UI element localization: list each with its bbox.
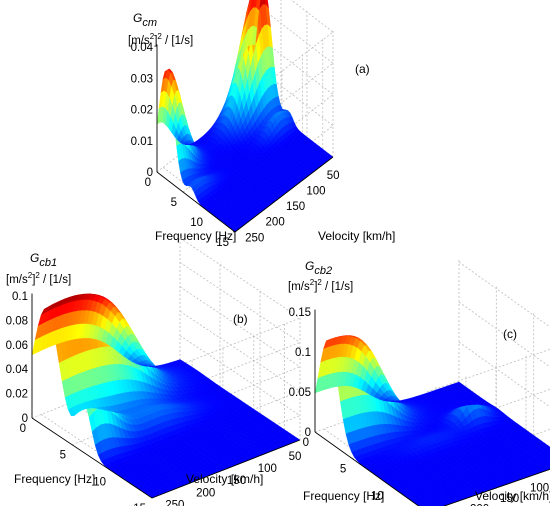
y-axis-label: Velocity [km/h] <box>475 489 550 503</box>
axes <box>156 44 334 233</box>
x-axis-label: Frequency [Hz] <box>303 489 384 503</box>
panel-label: (b) <box>233 312 248 326</box>
y-tick-label: 50 <box>327 170 340 182</box>
x-tick-label: 10 <box>371 490 384 502</box>
z-axis-unit: [m/s2]2 / [1/s] <box>6 271 71 286</box>
z-tick-label: 0.06 <box>6 340 28 352</box>
x-tick-label: 5 <box>60 450 66 462</box>
y-tick-label: 200 <box>196 487 215 499</box>
y-tick-label: 150 <box>286 201 305 213</box>
z-tick-label: 0.04 <box>6 364 29 376</box>
z-tick-label: 0.01 <box>131 136 153 148</box>
z-tick-label: 0 <box>147 167 153 179</box>
y-tick-label: 200 <box>470 503 489 506</box>
y-tick-label: 200 <box>266 217 285 229</box>
z-tick-label: 0.15 <box>289 307 311 319</box>
panel-label: (c) <box>503 327 517 341</box>
surface-panel-c: 00.050.10.1505101550100150200250Frequenc… <box>288 259 550 506</box>
surface-panel-b: 0 0.02 0.04 0.06 0.08 0.1 0 5 10 15 50 100 150 200 250… <box>6 235 302 506</box>
x-tick-label: 15 <box>133 503 146 506</box>
z-axis-unit: [m/s2]2 / [1/s] <box>288 278 353 293</box>
x-tick-label: 5 <box>340 464 346 476</box>
z-tick-label: 0.02 <box>6 389 28 401</box>
y-tick-label: 100 <box>306 185 325 197</box>
surface-mesh <box>31 293 301 499</box>
y-tick-label: 150 <box>227 475 246 487</box>
z-tick-label: 0.05 <box>289 387 311 399</box>
z-tick-label: 0.08 <box>6 315 28 327</box>
axes <box>31 293 301 499</box>
x-tick-label: 0 <box>20 423 26 435</box>
axes <box>314 309 550 506</box>
tick-labels: 0 0.02 0.04 0.06 0.08 0.1 0 5 10 15 50 100 150 200 250 <box>6 291 302 506</box>
z-tick-label: 0 <box>22 413 28 425</box>
z-axis-symbol: Gcb1 <box>30 251 57 269</box>
z-tick-label: 0 <box>305 427 311 439</box>
surface-mesh <box>314 335 550 506</box>
x-tick-label: 0 <box>303 437 309 449</box>
x-axis-label: Frequency [Hz] <box>14 472 95 486</box>
z-tick-label: 0.04 <box>131 42 154 54</box>
tick-labels: 00.050.10.1505101550100150200250 <box>289 307 550 506</box>
z-tick-label: 0.03 <box>131 73 153 85</box>
z-axis-symbol: Gcb2 <box>305 259 332 277</box>
y-axis-label: Velocity [km/h] <box>186 472 263 486</box>
y-tick-label: 250 <box>165 499 184 506</box>
y-tick-label: 250 <box>245 232 264 244</box>
z-axis-symbol: Gcm <box>133 11 157 29</box>
x-tick-label: 10 <box>190 217 203 229</box>
z-axis-unit: [m/s2]2 / [1/s] <box>128 32 193 47</box>
surface-mesh <box>156 0 334 233</box>
z-tick-label: 0.02 <box>131 105 153 117</box>
x-tick-label: 0 <box>145 177 151 189</box>
x-tick-label: 10 <box>93 476 106 488</box>
y-axis-label: Velocity [km/h] <box>318 229 395 243</box>
x-tick-label: 15 <box>216 237 229 249</box>
y-tick-label: 100 <box>258 463 277 475</box>
x-axis-label: Frequency [Hz] <box>155 229 236 243</box>
y-tick-label: 100 <box>530 483 549 495</box>
panel-label: (a) <box>355 62 370 76</box>
x-tick-label: 5 <box>171 197 177 209</box>
z-tick-label: 0.1 <box>12 291 28 303</box>
z-tick-label: 0.1 <box>295 347 311 359</box>
y-tick-label: 150 <box>500 493 519 505</box>
y-tick-label: 50 <box>289 451 302 463</box>
